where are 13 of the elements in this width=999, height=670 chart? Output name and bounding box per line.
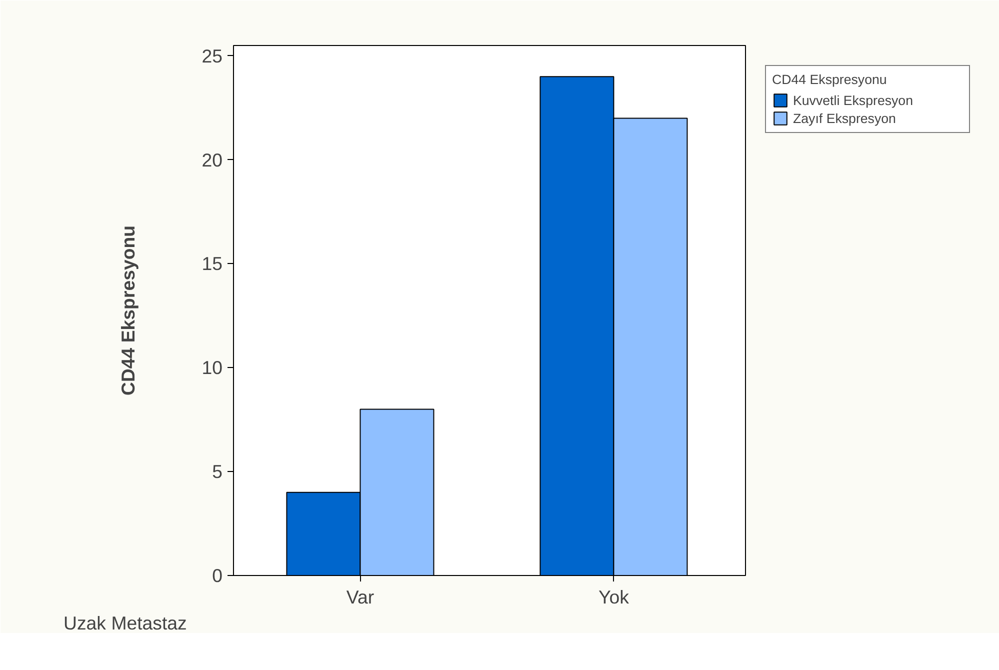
y-tick-label: 5 [212,461,223,482]
y-tick-label: 20 [202,149,223,170]
legend-label: Zayıf Ekspresyon [793,110,897,126]
x-tick-label: Yok [598,586,630,608]
legend-label: Kuvvetli Ekspresyon [793,92,914,108]
y-tick-label: 15 [202,253,223,274]
y-tick-label: 0 [212,565,223,586]
y-tick-label: 10 [202,357,223,378]
y-tick-label: 25 [202,45,223,66]
legend-title: CD44 Ekspresyonu [772,72,888,87]
y-axis-title: CD44 Ekspresyonu [118,225,139,396]
x-axis-title: Uzak Metastaz [64,612,187,634]
x-tick-label: Var [346,586,374,608]
